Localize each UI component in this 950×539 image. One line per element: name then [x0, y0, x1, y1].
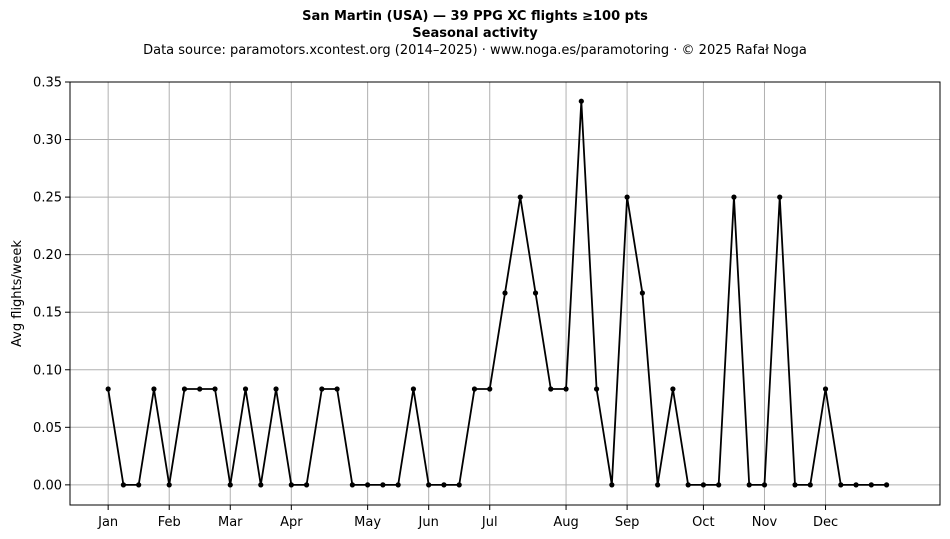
- data-point: [365, 482, 371, 488]
- y-tick-label: 0.00: [33, 478, 62, 493]
- data-point: [471, 386, 478, 392]
- data-point: [197, 386, 203, 392]
- data-point: [258, 482, 264, 488]
- data-point: [487, 386, 493, 392]
- series-group: [105, 98, 890, 488]
- x-tick-label: Dec: [813, 515, 838, 530]
- data-point: [700, 482, 707, 488]
- data-point: [334, 386, 340, 392]
- chart-title: San Martin (USA) — 39 PPG XC flights ≥10…: [302, 9, 648, 24]
- data-point: [136, 482, 142, 488]
- data-point: [868, 482, 874, 488]
- data-point: [319, 386, 325, 392]
- data-point: [273, 386, 279, 392]
- data-point: [349, 482, 355, 488]
- data-point: [212, 386, 218, 392]
- x-tick-label: Jul: [481, 515, 498, 530]
- data-point: [441, 482, 447, 488]
- data-point: [395, 482, 401, 488]
- x-tick-label: Nov: [752, 515, 778, 530]
- data-point: [380, 482, 386, 488]
- data-point: [578, 98, 584, 104]
- data-point: [777, 194, 783, 200]
- chart-title-block: San Martin (USA) — 39 PPG XC flights ≥10…: [0, 8, 950, 60]
- data-point: [593, 386, 600, 392]
- data-point: [807, 482, 813, 488]
- data-point: [609, 482, 615, 488]
- data-point: [731, 194, 737, 200]
- chart-subtitle: Seasonal activity: [412, 26, 538, 41]
- x-tick-label: Apr: [280, 515, 303, 530]
- data-point: [288, 482, 294, 488]
- y-tick-label: 0.30: [33, 133, 62, 148]
- data-point: [761, 482, 768, 488]
- data-point: [105, 386, 111, 392]
- data-point: [883, 482, 890, 488]
- x-tick-label: Feb: [158, 515, 181, 530]
- data-point: [716, 482, 722, 488]
- data-point: [456, 482, 462, 488]
- y-tick-label: 0.25: [33, 191, 62, 206]
- data-point: [792, 482, 798, 488]
- x-tick-label: Mar: [218, 515, 243, 530]
- data-point: [853, 482, 859, 488]
- data-point: [120, 482, 127, 488]
- data-point: [685, 482, 691, 488]
- data-point: [181, 386, 188, 392]
- data-point: [624, 194, 630, 200]
- x-tick-label: Jun: [418, 515, 439, 530]
- data-point: [563, 386, 569, 392]
- data-point: [227, 482, 233, 488]
- y-tick-label: 0.10: [33, 363, 62, 378]
- data-point: [426, 482, 432, 488]
- data-point: [639, 290, 645, 296]
- data-point: [410, 386, 417, 392]
- axes-group: Jan Feb Mar Apr May Jun Jul Aug Sep Oct Nov Dec 0.00…: [33, 76, 941, 530]
- data-point: [517, 194, 523, 200]
- x-tick-label: Jan: [97, 515, 118, 530]
- x-tick-label: Sep: [615, 515, 640, 530]
- data-point: [838, 482, 844, 488]
- data-point: [303, 482, 310, 488]
- data-point: [532, 290, 539, 296]
- data-point: [242, 386, 249, 392]
- plot-frame: [69, 81, 941, 506]
- y-tick-label: 0.20: [33, 248, 62, 263]
- data-point: [670, 386, 676, 392]
- data-point: [166, 482, 172, 488]
- y-tick-label: 0.05: [33, 421, 62, 436]
- data-point: [655, 482, 661, 488]
- x-tick-label: May: [354, 515, 381, 530]
- x-tick-label: Oct: [692, 515, 714, 530]
- y-axis-label: Avg flights/week: [10, 240, 25, 347]
- data-point: [746, 482, 752, 488]
- chart-source-note: Data source: paramotors.xcontest.org (20…: [143, 43, 807, 58]
- y-tick-label: 0.15: [33, 306, 62, 321]
- data-point: [822, 386, 829, 392]
- data-point: [548, 386, 554, 392]
- series-line: [107, 100, 887, 486]
- data-point: [502, 290, 508, 296]
- y-tick-label: 0.35: [33, 76, 62, 91]
- x-tick-label: Aug: [553, 515, 578, 530]
- data-point: [151, 386, 157, 392]
